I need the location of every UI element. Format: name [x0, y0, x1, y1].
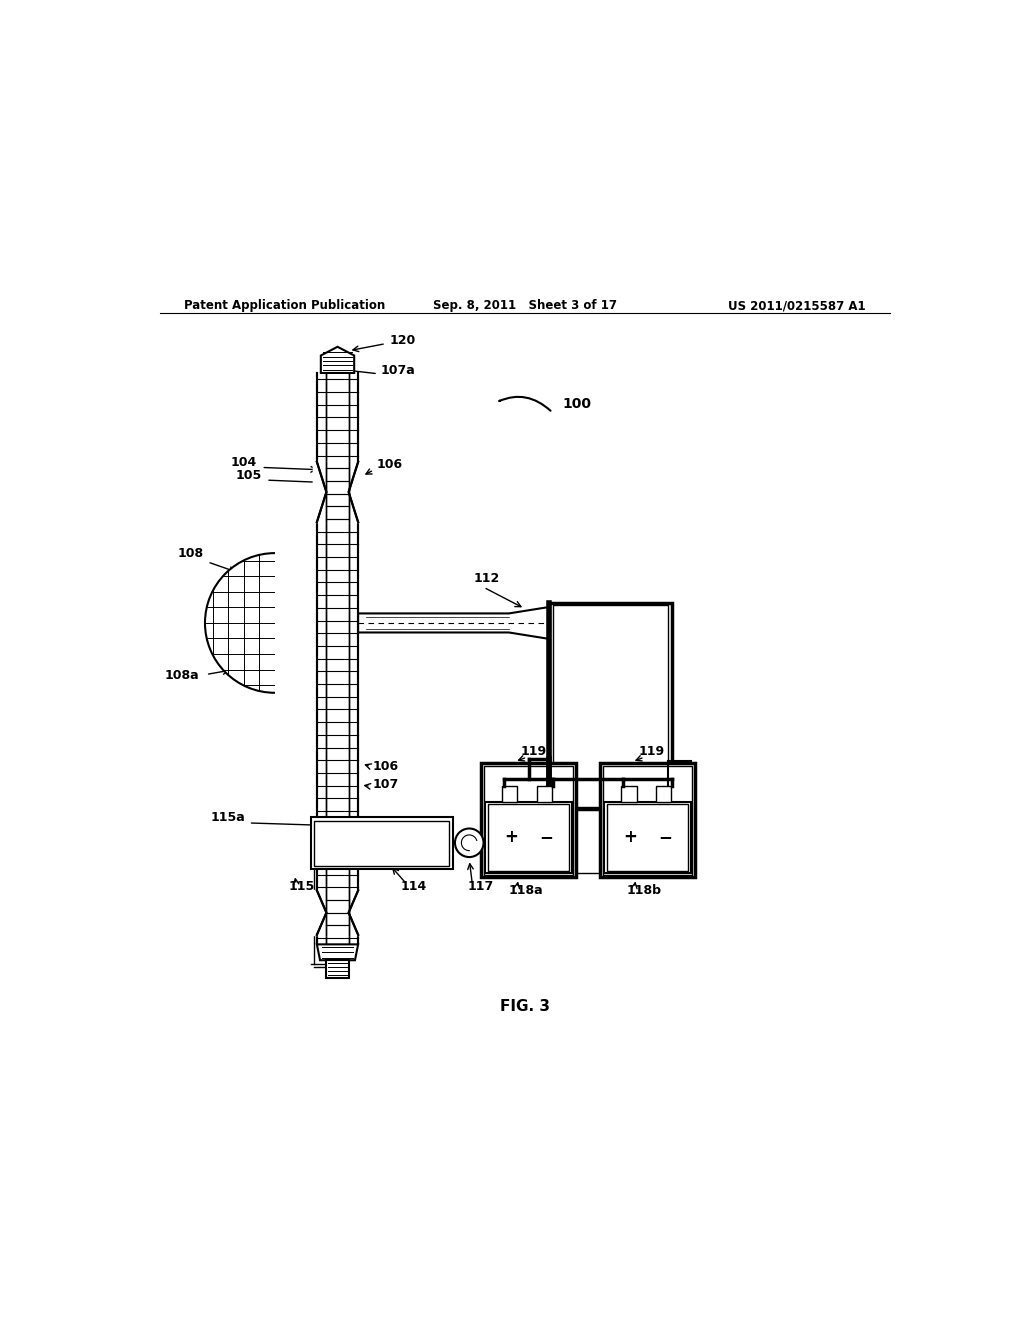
Bar: [549, 603, 672, 809]
Text: 114: 114: [400, 880, 426, 894]
Text: 105: 105: [236, 469, 261, 482]
Text: −: −: [540, 828, 553, 846]
Text: Sep. 8, 2011   Sheet 3 of 17: Sep. 8, 2011 Sheet 3 of 17: [433, 300, 616, 312]
Polygon shape: [358, 607, 549, 639]
Text: 118a: 118a: [509, 883, 544, 896]
Text: 106: 106: [373, 760, 398, 772]
Polygon shape: [316, 944, 358, 960]
Text: 115a: 115a: [211, 812, 246, 825]
Text: 117: 117: [468, 880, 494, 894]
Circle shape: [455, 829, 483, 857]
Text: 104: 104: [230, 455, 257, 469]
Text: 119: 119: [638, 746, 665, 759]
Bar: [316, 374, 358, 944]
Bar: [603, 766, 692, 875]
Bar: [316, 374, 358, 944]
Text: 116: 116: [310, 591, 337, 603]
Text: −: −: [658, 828, 672, 846]
Text: FIG. 3: FIG. 3: [500, 999, 550, 1014]
Bar: [600, 763, 695, 876]
Text: US 2011/0215587 A1: US 2011/0215587 A1: [728, 300, 866, 312]
Text: 103: 103: [410, 628, 436, 642]
Text: 108: 108: [177, 546, 204, 560]
Bar: [537, 785, 552, 801]
Bar: [553, 606, 668, 807]
Bar: [485, 801, 572, 873]
Bar: [604, 801, 691, 873]
FancyArrowPatch shape: [500, 397, 551, 411]
Text: 107: 107: [373, 777, 398, 791]
Text: 100: 100: [563, 397, 592, 411]
Bar: [502, 785, 517, 801]
Bar: [655, 785, 672, 801]
Text: 112: 112: [473, 572, 500, 585]
Bar: [607, 804, 688, 871]
Text: 108a: 108a: [165, 669, 200, 682]
Bar: [488, 804, 569, 871]
Text: 120: 120: [390, 334, 416, 347]
Text: 118b: 118b: [627, 883, 662, 896]
Text: +: +: [505, 828, 518, 846]
Text: 115: 115: [289, 880, 314, 894]
Text: 106: 106: [377, 458, 402, 471]
Circle shape: [205, 553, 345, 693]
Bar: [310, 817, 454, 869]
Text: +: +: [624, 828, 637, 846]
Text: Patent Application Publication: Patent Application Publication: [183, 300, 385, 312]
Bar: [314, 821, 450, 866]
Bar: [327, 960, 348, 978]
Bar: [274, 545, 464, 701]
Bar: [484, 766, 573, 875]
Text: 107a: 107a: [380, 364, 415, 376]
Bar: [621, 785, 637, 801]
Polygon shape: [321, 347, 354, 374]
Text: 119: 119: [521, 746, 547, 759]
Bar: [481, 763, 577, 876]
